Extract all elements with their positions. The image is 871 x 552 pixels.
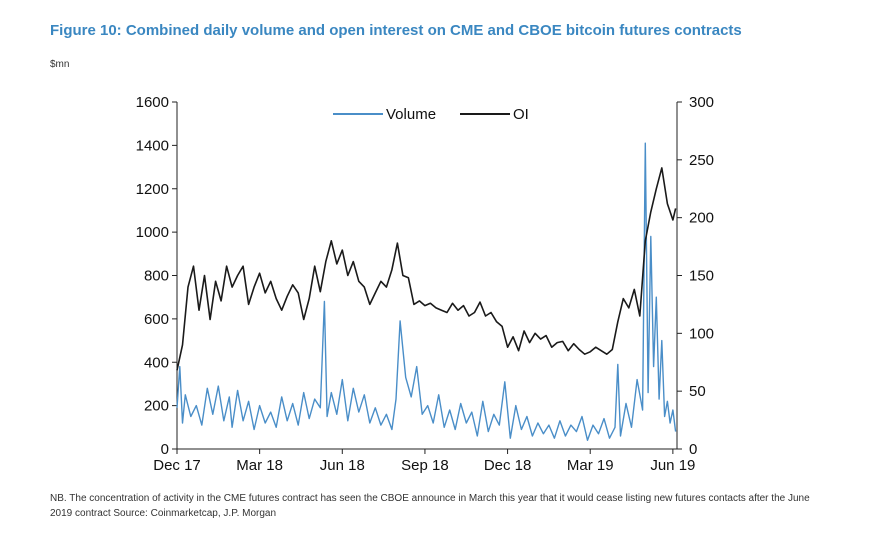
y-left-tick-label: 800 [144,268,169,285]
x-tick-label: Dec 17 [153,457,201,474]
series-layer [176,142,677,441]
y-left-tick-label: 200 [144,398,169,415]
axes: 0 200 400 600 800 1000 1200 1400 1600 0 50 100 150 20… [136,94,714,474]
x-tick-label: Jun 18 [320,457,365,474]
chart: 0 200 400 600 800 1000 1200 1400 1600 0 50 100 150 20… [136,94,714,474]
y-right-tick-label: 300 [689,94,714,111]
y-right-tick-label: 50 [689,383,706,400]
x-tick-label: Sep 18 [401,457,449,474]
footnote: NB. The concentration of activity in the… [50,493,810,519]
y-left-tick-label: 600 [144,311,169,328]
y-right-tick-label: 250 [689,152,714,169]
x-tick-label: Mar 19 [567,457,614,474]
legend: Volume OI [333,106,529,123]
legend-label-volume: Volume [386,106,436,123]
y-left-tick-label: 400 [144,354,169,371]
y-left-tick-label: 1600 [136,94,169,111]
figure-title: Figure 10: Combined daily volume and ope… [50,22,742,39]
x-tick-label: Mar 18 [236,457,283,474]
series-line-oi [176,167,677,371]
series-line-volume [176,142,677,441]
y-right-tick-label: 200 [689,210,714,227]
y-right-tick-label: 100 [689,325,714,342]
y-right-tick-label: 150 [689,268,714,285]
unit-label: $mn [50,59,70,70]
y-left-tick-label: 1000 [136,224,169,241]
y-left-tick-label: 1200 [136,181,169,198]
y-left-tick-label: 1400 [136,137,169,154]
y-right-tick-label: 0 [689,441,697,458]
legend-label-oi: OI [513,106,529,123]
y-left-tick-label: 0 [161,441,169,458]
x-tick-label: Jun 19 [650,457,695,474]
x-tick-label: Dec 18 [484,457,532,474]
